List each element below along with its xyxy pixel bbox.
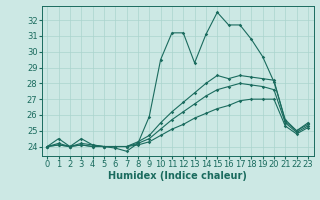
X-axis label: Humidex (Indice chaleur): Humidex (Indice chaleur) — [108, 171, 247, 181]
